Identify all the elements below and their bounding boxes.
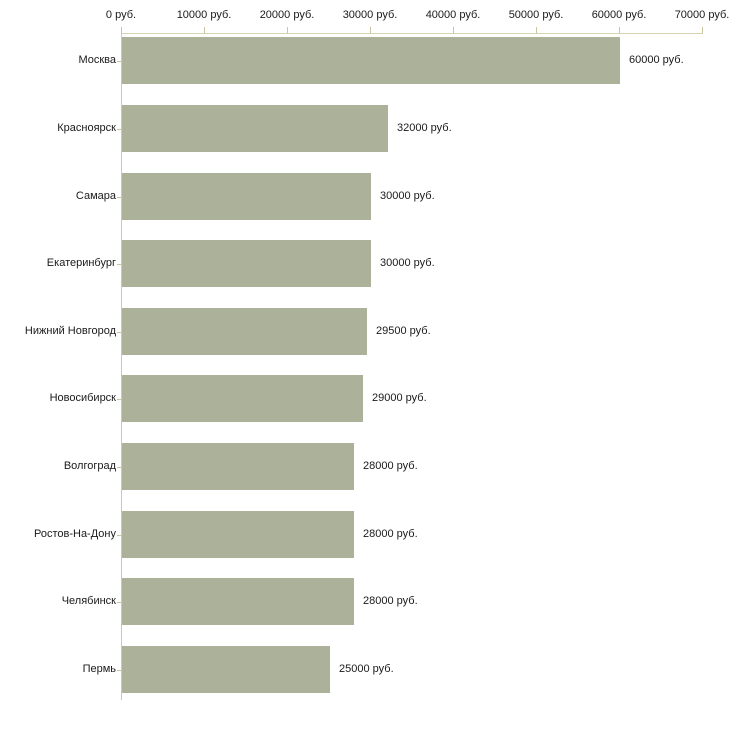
bar bbox=[122, 646, 330, 693]
category-label: Красноярск bbox=[57, 122, 116, 134]
category-tick bbox=[117, 670, 121, 671]
category-tick bbox=[117, 61, 121, 62]
value-label: 28000 руб. bbox=[363, 460, 418, 472]
value-label: 60000 руб. bbox=[629, 54, 684, 66]
value-label: 28000 руб. bbox=[363, 595, 418, 607]
value-label: 32000 руб. bbox=[397, 122, 452, 134]
value-label: 29000 руб. bbox=[372, 392, 427, 404]
category-tick bbox=[117, 264, 121, 265]
bar bbox=[122, 105, 388, 152]
category-label: Челябинск bbox=[61, 595, 116, 607]
category-label: Нижний Новгород bbox=[24, 325, 116, 337]
bar bbox=[122, 578, 354, 625]
category-tick bbox=[117, 602, 121, 603]
value-label: 29500 руб. bbox=[376, 325, 431, 337]
x-axis-tick bbox=[370, 27, 371, 33]
bar bbox=[122, 37, 620, 84]
bar bbox=[122, 308, 367, 355]
value-label: 28000 руб. bbox=[363, 528, 418, 540]
x-axis-tick-label: 10000 руб. bbox=[176, 9, 232, 21]
x-axis-tick bbox=[121, 27, 122, 33]
value-label: 30000 руб. bbox=[380, 257, 435, 269]
category-tick bbox=[117, 332, 121, 333]
category-label: Москва bbox=[78, 54, 116, 66]
category-tick bbox=[117, 399, 121, 400]
category-tick bbox=[117, 129, 121, 130]
x-axis-tick-label: 30000 руб. bbox=[342, 9, 398, 21]
category-label: Новосибирск bbox=[49, 392, 116, 404]
category-label: Самара bbox=[75, 190, 116, 202]
value-label: 30000 руб. bbox=[380, 190, 435, 202]
x-axis-tick bbox=[453, 27, 454, 33]
x-axis-tick-label: 20000 руб. bbox=[259, 9, 315, 21]
category-tick bbox=[117, 467, 121, 468]
value-label: 25000 руб. bbox=[339, 663, 394, 675]
category-label: Волгоград bbox=[63, 460, 116, 472]
x-axis-tick bbox=[204, 27, 205, 33]
bar bbox=[122, 375, 363, 422]
category-label: Пермь bbox=[82, 663, 116, 675]
x-axis-tick-label: 50000 руб. bbox=[508, 9, 564, 21]
x-axis-tick bbox=[702, 27, 703, 33]
x-axis-tick-label: 0 руб. bbox=[105, 9, 137, 21]
bar bbox=[122, 173, 371, 220]
x-axis-tick-label: 70000 руб. bbox=[674, 9, 730, 21]
category-label: Екатеринбург bbox=[46, 257, 116, 269]
x-axis-tick-label: 60000 руб. bbox=[591, 9, 647, 21]
x-axis-tick-label: 40000 руб. bbox=[425, 9, 481, 21]
category-tick bbox=[117, 197, 121, 198]
x-axis-line bbox=[121, 33, 703, 34]
bar bbox=[122, 511, 354, 558]
x-axis-tick bbox=[536, 27, 537, 33]
bar bbox=[122, 240, 371, 287]
bar bbox=[122, 443, 354, 490]
y-axis-line bbox=[121, 33, 122, 700]
category-tick bbox=[117, 535, 121, 536]
category-label: Ростов-На-Дону bbox=[33, 528, 116, 540]
x-axis-tick bbox=[287, 27, 288, 33]
x-axis-tick bbox=[619, 27, 620, 33]
